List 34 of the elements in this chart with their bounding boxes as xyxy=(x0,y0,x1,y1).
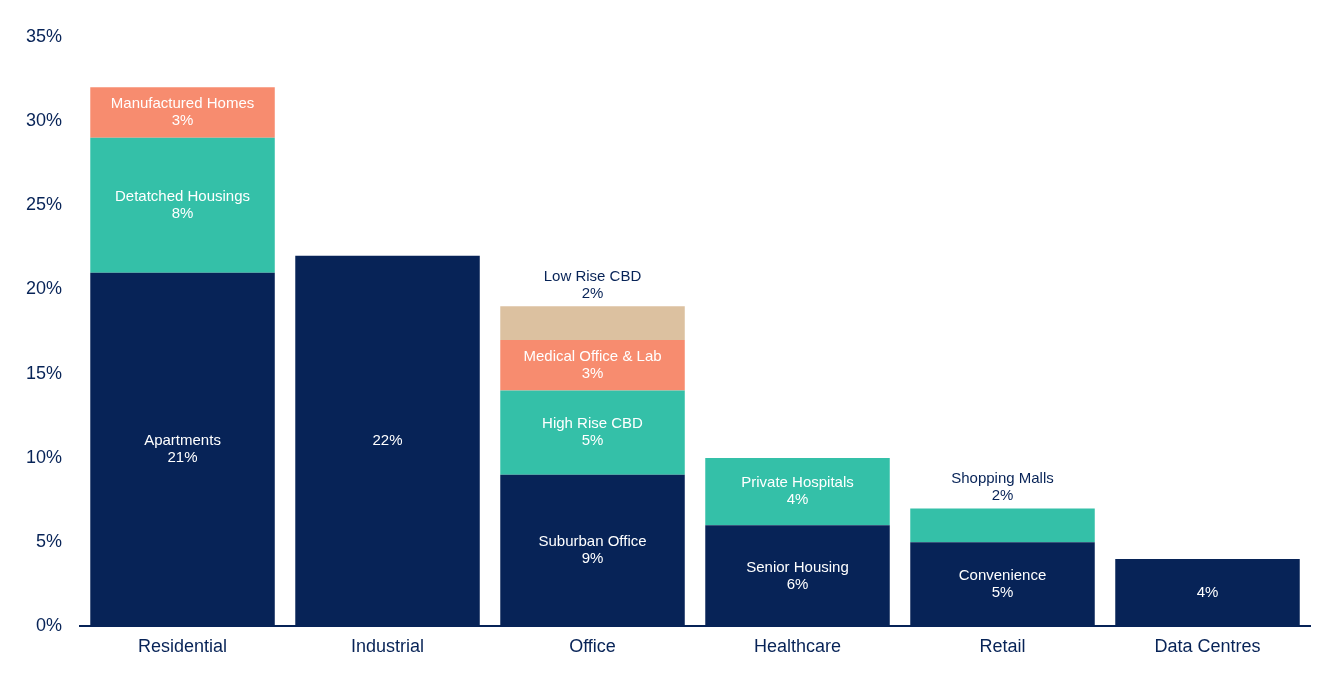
bar xyxy=(500,390,685,475)
x-tick-label: Office xyxy=(569,636,616,657)
y-tick-label: 20% xyxy=(26,278,63,299)
bar xyxy=(500,340,685,391)
data-label: High Rise CBD 5% xyxy=(542,414,644,449)
bar xyxy=(90,87,275,138)
x-tick-label: Industrial xyxy=(351,636,425,657)
x-tick-label: Retail xyxy=(979,636,1026,657)
y-tick-label: 35% xyxy=(26,25,63,46)
data-label: Manufactured Homes 3% xyxy=(110,94,255,129)
bar xyxy=(90,137,275,273)
y-tick-label: 10% xyxy=(26,446,63,467)
data-label: Detatched Housings 8% xyxy=(114,186,251,221)
data-label: Senior Housing 6% xyxy=(746,557,849,592)
y-tick-label: 0% xyxy=(36,615,63,636)
bar xyxy=(910,508,1095,543)
data-label: Shopping Malls 2% xyxy=(951,469,1054,504)
bar xyxy=(500,306,685,341)
data-label: 4% xyxy=(1196,582,1219,600)
bar xyxy=(705,457,890,526)
data-label: Private Hospitals 4% xyxy=(741,473,854,508)
x-tick-label: Residential xyxy=(137,636,228,657)
data-label: 22% xyxy=(372,431,403,449)
y-tick-label: 30% xyxy=(26,110,63,130)
data-label: Apartments 21% xyxy=(144,431,221,466)
x-tick-label: Healthcare xyxy=(753,636,842,657)
x-tick-label: Data Centres xyxy=(1154,636,1261,657)
y-tick-label: 15% xyxy=(26,362,63,383)
y-tick-label: 25% xyxy=(26,194,63,215)
y-tick-label: 5% xyxy=(36,531,63,552)
data-label: Medical Office & Lab 3% xyxy=(523,346,662,381)
data-label: Suburban Office 9% xyxy=(538,532,647,567)
data-label: Convenience 5% xyxy=(958,565,1047,600)
data-label: Low Rise CBD 2% xyxy=(543,266,642,301)
